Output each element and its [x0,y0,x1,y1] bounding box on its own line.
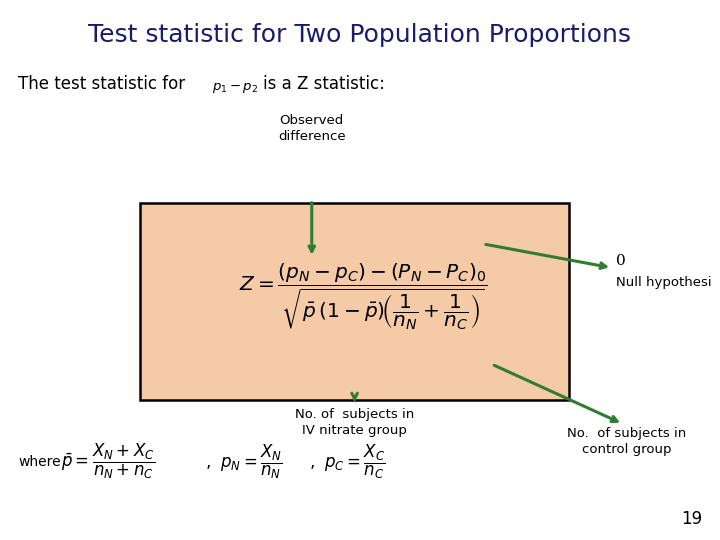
Text: No. of  subjects in
IV nitrate group: No. of subjects in IV nitrate group [295,408,414,437]
Text: Test statistic for Two Population Proportions: Test statistic for Two Population Propor… [89,23,631,47]
Text: $Z = \dfrac{(p_N - p_C) - (P_N - P_C)_0}{\sqrt{\bar{p}\,(1-\bar{p})\!\left(\dfra: $Z = \dfrac{(p_N - p_C) - (P_N - P_C)_0}… [239,262,487,333]
Text: Null hypothesi: Null hypothesi [616,276,711,289]
Text: 19: 19 [681,510,702,528]
Text: $\bar{p} = \dfrac{X_N + X_C}{n_N + n_C}$: $\bar{p} = \dfrac{X_N + X_C}{n_N + n_C}$ [61,442,156,481]
FancyBboxPatch shape [140,202,569,400]
Text: No.  of subjects in
control group: No. of subjects in control group [567,427,686,456]
Text: ,: , [205,453,210,471]
Text: $p_N = \dfrac{X_N}{n_N}$: $p_N = \dfrac{X_N}{n_N}$ [220,443,282,481]
Text: $p_1 - p_2$: $p_1 - p_2$ [212,81,258,95]
Text: where: where [18,455,60,469]
Text: 0: 0 [616,254,626,268]
Text: Observed
difference: Observed difference [278,114,346,143]
Text: The test statistic for: The test statistic for [18,75,185,93]
Text: $p_C = \dfrac{X_C}{n_C}$: $p_C = \dfrac{X_C}{n_C}$ [324,443,386,481]
Text: is a Z statistic:: is a Z statistic: [263,75,384,93]
Text: ,: , [310,453,315,471]
